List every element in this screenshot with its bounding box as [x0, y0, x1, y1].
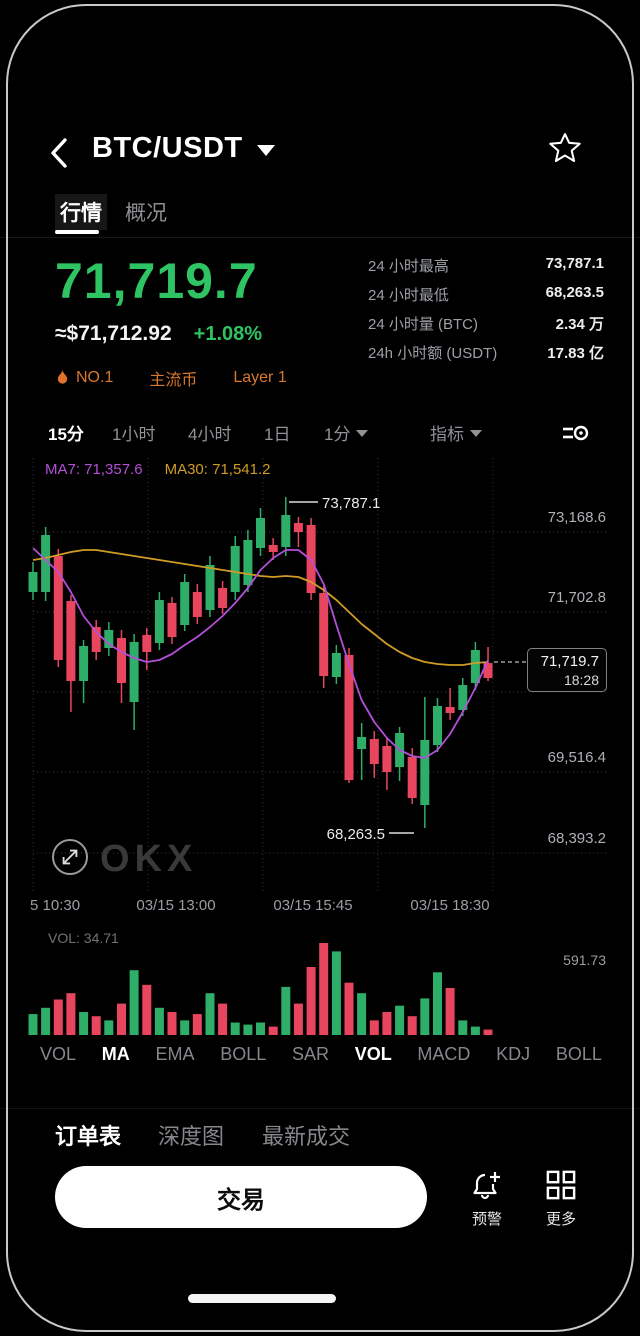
rank-badge[interactable]: NO.1 [55, 368, 113, 388]
timeframe-label: 1日 [264, 425, 291, 444]
badge-row: NO.1 主流币 Layer 1 [55, 366, 287, 390]
alert-label: 预警 [471, 1211, 502, 1228]
stat-value: 2.34 万 [555, 316, 604, 333]
orderbook-tab-bar: 订单表 深度图 最新成交 [0, 1108, 640, 1154]
badge-label: 主流币 [149, 372, 198, 389]
chevron-down-icon [256, 145, 275, 156]
fiat-row: ≈$71,712.92 +1.08% [55, 322, 262, 346]
indicator-ema[interactable]: EMA [155, 1044, 195, 1064]
timeframe-1d[interactable]: 1日 [264, 420, 290, 445]
stat-label: 24h 小时额 (USDT) [368, 345, 498, 362]
svg-text:68,263.5: 68,263.5 [327, 826, 385, 843]
badge-label: NO.1 [76, 369, 114, 386]
indicator-boll[interactable]: BOLL [220, 1044, 267, 1064]
price-change-percent: +1.08% [193, 323, 263, 345]
back-button[interactable] [48, 136, 72, 170]
tag-time: 18:28 [563, 672, 599, 688]
grid-icon [546, 1170, 576, 1200]
timeframe-1h[interactable]: 1小时 [112, 420, 155, 445]
x-axis-labels: 5 10:30 03/15 13:00 03/15 15:45 03/15 18:30 [0, 897, 640, 919]
volume-value-label: VOL: 34.71 [48, 930, 119, 946]
indicator-dropdown[interactable]: 指标 [430, 420, 482, 445]
bell-plus-icon [473, 1172, 500, 1200]
fullscreen-button[interactable] [52, 839, 88, 875]
timeframe-dropdown[interactable]: 1分 [324, 420, 369, 445]
stat-value: 73,787.1 [545, 255, 604, 272]
stat-value: 17.83 亿 [547, 345, 604, 362]
indicator-tab-bar: VOL MA EMA BOLL SAR VOL MACD KDJ BOLL [40, 1044, 602, 1065]
stat-row: 24 小时量 (BTC) 2.34 万 [368, 313, 604, 334]
indicator-boll2[interactable]: BOLL [555, 1044, 602, 1064]
top-tab-bar: 行情 概况 [0, 188, 640, 238]
timeframe-4h[interactable]: 4小时 [188, 420, 231, 445]
more-button[interactable]: 更多 [526, 1170, 596, 1229]
header: BTC/USDT [0, 130, 640, 178]
current-price-tag[interactable]: 71,719.7 18:28 [527, 648, 607, 692]
stat-label: 24 小时量 (BTC) [368, 316, 479, 333]
last-price: 71,719.7 [55, 253, 258, 309]
page-title: BTC/USDT [92, 132, 243, 164]
more-label: 更多 [545, 1211, 576, 1228]
y-axis-label: 73,168.6 [547, 509, 606, 526]
tab-market[interactable]: 行情 [55, 194, 107, 230]
stat-value: 68,263.5 [545, 284, 604, 301]
x-axis-label: 5 10:30 [30, 897, 81, 914]
chevron-down-icon [470, 430, 482, 437]
indicator-kdj[interactable]: KDJ [496, 1044, 531, 1064]
active-tab-underline [55, 230, 99, 234]
trade-button[interactable]: 交易 [55, 1166, 427, 1228]
indicator-vol[interactable]: VOL [40, 1044, 77, 1064]
indicator-ma[interactable]: MA [101, 1044, 130, 1064]
tab-latest-trades[interactable]: 最新成交 [262, 1124, 351, 1149]
okx-watermark: OKX [100, 838, 198, 880]
chevron-down-icon [356, 430, 369, 437]
chart-settings-button[interactable] [560, 420, 590, 451]
tag-price: 71,719.7 [540, 653, 599, 670]
stat-row: 24 小时最低 68,263.5 [368, 284, 604, 305]
stat-label: 24 小时最高 [368, 258, 449, 275]
expand-arrows-icon [62, 849, 78, 865]
svg-text:73,787.1: 73,787.1 [322, 495, 380, 512]
volume-scale-label: 591.73 [563, 952, 606, 968]
flame-icon [57, 369, 68, 384]
stat-row: 24h 小时额 (USDT) 17.83 亿 [368, 342, 604, 363]
x-axis-label: 03/15 18:30 [410, 897, 490, 914]
ma7-label: MA7: 71,357.6 [45, 461, 143, 478]
timeframe-bar: 15分 1小时 4小时 1日 1分 指标 [0, 414, 640, 452]
tab-overview[interactable]: 概况 [125, 202, 167, 225]
x-axis-label: 03/15 15:45 [273, 897, 353, 914]
stat-label: 24 小时最低 [368, 287, 449, 304]
pair-selector[interactable]: BTC/USDT [92, 132, 275, 165]
badge-label: Layer 1 [233, 369, 287, 386]
stats-panel: 24 小时最高 73,787.1 24 小时最低 68,263.5 24 小时量… [368, 255, 604, 371]
home-indicator[interactable] [188, 1294, 336, 1303]
indicator-settings-icon [563, 425, 589, 441]
stat-row: 24 小时最高 73,787.1 [368, 255, 604, 276]
ma30-label: MA30: 71,541.2 [164, 461, 271, 478]
y-axis-label: 68,393.2 [547, 830, 606, 847]
indicator-vol2[interactable]: VOL [354, 1044, 392, 1064]
timeframe-15m[interactable]: 15分 [48, 420, 84, 445]
timeframe-label: 4小时 [188, 425, 232, 444]
ma-legend: MA7: 71,357.6 MA30: 71,541.2 [45, 461, 271, 478]
layer-badge[interactable]: Layer 1 [233, 369, 286, 387]
back-chevron-icon [51, 138, 67, 168]
tab-order-book[interactable]: 订单表 [55, 1124, 122, 1149]
fiat-price: ≈$71,712.92 [55, 322, 172, 345]
favorite-button[interactable] [548, 132, 582, 170]
x-axis-label: 03/15 13:00 [136, 897, 216, 914]
star-icon [549, 133, 581, 163]
timeframe-label: 15分 [48, 425, 84, 444]
indicator-macd[interactable]: MACD [417, 1044, 471, 1064]
y-axis-label: 71,702.8 [547, 589, 606, 606]
tab-depth-chart[interactable]: 深度图 [158, 1124, 225, 1149]
price-alert-button[interactable]: 预警 [452, 1170, 522, 1229]
timeframe-label: 1小时 [112, 425, 156, 444]
y-axis-label: 69,516.4 [547, 749, 606, 766]
category-badge[interactable]: 主流币 [149, 366, 197, 390]
indicator-menu-label: 指标 [430, 425, 464, 444]
indicator-sar[interactable]: SAR [291, 1044, 329, 1064]
timeframe-label: 1分 [324, 425, 351, 444]
